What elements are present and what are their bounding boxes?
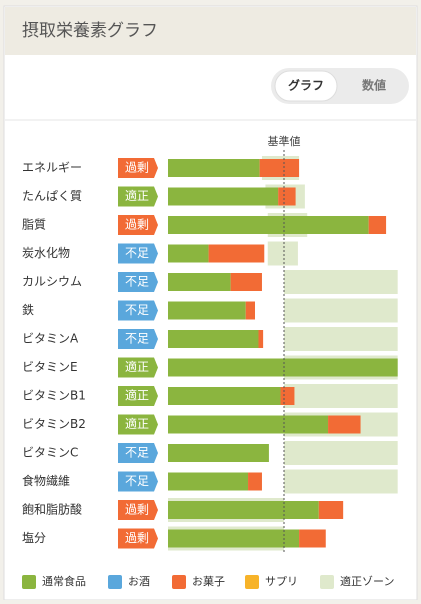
adequate-zone (284, 469, 398, 494)
row-label: 脂質 (22, 217, 46, 232)
status-label: 適正 (125, 188, 149, 203)
bar-segment (245, 301, 255, 320)
bar-segment (168, 273, 231, 291)
row-label: ビタミンC (22, 446, 78, 460)
adequate-zone (284, 384, 398, 408)
tab[interactable]: グラフ (288, 78, 324, 93)
row-label: 鉄 (22, 302, 34, 317)
row-label: 飽和脂肪酸 (22, 502, 82, 517)
adequate-zone (267, 241, 298, 266)
status-badge (118, 500, 158, 520)
adequate-zone (284, 270, 398, 294)
legend-label: お菓子 (192, 575, 225, 588)
row-label: たんぱく質 (22, 188, 82, 203)
row-label: 炭水化物 (22, 246, 70, 260)
legend-label: お酒 (128, 575, 150, 588)
tab[interactable]: 数値 (362, 78, 386, 93)
bar-segment (168, 358, 398, 377)
legend-label: 適正ゾーン (340, 574, 394, 588)
bar-segment (168, 187, 279, 206)
status-label: 不足 (125, 246, 149, 260)
tab-selected (274, 70, 338, 102)
legend-label: サプリ (265, 575, 298, 588)
row-label: カルシウム (22, 275, 82, 289)
legend-swatch (172, 575, 186, 589)
bar-segment (328, 415, 361, 434)
bar-segment (299, 529, 326, 548)
row-label: 塩分 (22, 530, 46, 545)
bar-segment (168, 501, 319, 519)
status-label: 不足 (125, 275, 149, 289)
bar-segment (208, 244, 265, 263)
bar-segment (318, 501, 344, 519)
bar-segment (168, 330, 259, 348)
status-badge (118, 471, 158, 492)
status-label: 不足 (125, 474, 149, 488)
status-badge (118, 243, 158, 264)
bar-segment (280, 387, 295, 405)
status-label: 不足 (125, 446, 149, 460)
bar-segment (168, 415, 329, 434)
legend-swatch (22, 575, 36, 589)
legend-label: 通常食品 (42, 574, 86, 588)
adequate-zone (284, 441, 398, 465)
bar-segment (168, 301, 246, 320)
bar-segment (168, 216, 369, 234)
status-badge (118, 158, 158, 178)
bar-segment (168, 529, 300, 548)
bar-segment (259, 159, 300, 177)
bar-segment (248, 472, 262, 491)
bar-segment (168, 244, 209, 263)
bar-segment (168, 444, 269, 462)
adequate-zone (284, 298, 398, 323)
row-label: エネルギー (22, 161, 82, 175)
bar-segment (368, 216, 387, 234)
status-badge (118, 300, 158, 321)
status-badge (118, 414, 158, 435)
legend-swatch (108, 575, 122, 589)
row-label: ビタミンA (22, 332, 79, 346)
status-label: 適正 (125, 388, 149, 403)
legend-swatch (245, 575, 259, 589)
status-badge (118, 386, 158, 406)
status-label: 不足 (125, 303, 149, 317)
bar-segment (278, 187, 296, 206)
card-title: 摂取栄養素グラフ (22, 21, 158, 41)
status-badge (118, 443, 158, 463)
row-label: ビタミンE (22, 360, 78, 374)
status-label: 過剰 (125, 503, 149, 517)
status-badge (118, 329, 158, 349)
status-badge (118, 215, 158, 235)
status-label: 過剰 (125, 531, 149, 545)
status-label: 適正 (125, 359, 149, 374)
bar-segment (168, 159, 260, 177)
status-badge (118, 272, 158, 292)
status-badge (118, 186, 158, 207)
row-label: 食物繊維 (22, 473, 70, 488)
bar-segment (168, 387, 281, 405)
bar-segment (168, 472, 249, 491)
bar-segment (230, 273, 262, 291)
status-badge (118, 528, 158, 549)
row-label: ビタミンB2 (22, 417, 86, 431)
reference-label: 基準値 (268, 134, 301, 148)
row-label: ビタミンB1 (22, 389, 86, 403)
bar-segment (258, 330, 264, 348)
status-label: 過剰 (125, 161, 149, 175)
status-badge (118, 357, 158, 378)
status-label: 過剰 (125, 218, 149, 232)
adequate-zone (284, 327, 398, 351)
card-header (5, 7, 416, 55)
legend-swatch (320, 575, 334, 589)
status-label: 適正 (125, 416, 149, 431)
status-label: 不足 (125, 332, 149, 346)
